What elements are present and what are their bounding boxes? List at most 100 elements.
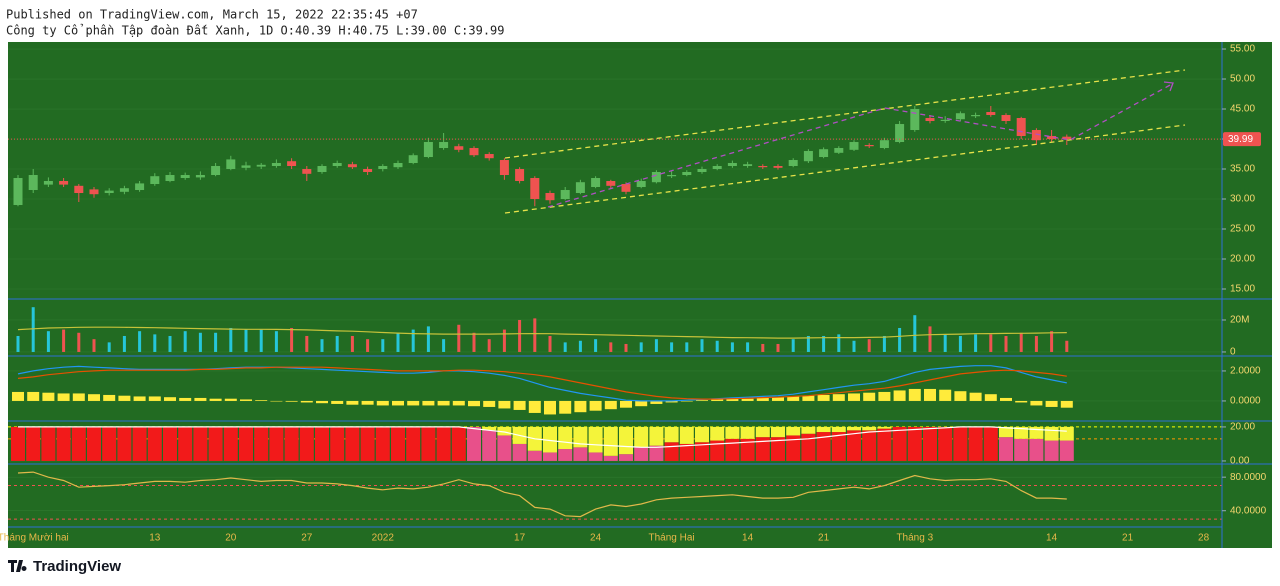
- bar: [544, 400, 556, 415]
- stack-segment: [391, 426, 405, 461]
- candle-body: [317, 166, 327, 173]
- bar: [229, 327, 233, 352]
- stack-segment: [132, 426, 147, 461]
- candle-body: [986, 112, 996, 116]
- candle-body: [287, 161, 297, 167]
- x-tick-label: 13: [149, 533, 161, 544]
- stack-segment: [254, 426, 269, 461]
- candle-body: [74, 185, 84, 194]
- stack-segment: [603, 455, 618, 461]
- brand-name: TradingView: [33, 558, 121, 575]
- stack-segment: [983, 426, 998, 461]
- bar: [118, 395, 131, 401]
- bar: [620, 400, 632, 408]
- bar: [908, 388, 921, 401]
- bar: [548, 335, 552, 352]
- bar: [974, 334, 978, 352]
- bar: [563, 342, 567, 352]
- bar: [46, 331, 50, 352]
- candle-body: [849, 142, 859, 150]
- bar: [62, 329, 66, 352]
- stack-segment: [619, 426, 633, 455]
- candle-body: [59, 181, 69, 185]
- stack-segment: [512, 443, 527, 461]
- bar: [224, 398, 237, 401]
- stack-segment: [56, 426, 71, 461]
- stack-segment: [26, 426, 41, 461]
- bar: [274, 331, 278, 352]
- chart-title: Công ty Cổ phần Tập đoàn Đất Xanh, 1D O:…: [6, 24, 505, 38]
- bar: [103, 394, 116, 401]
- bar: [893, 390, 906, 401]
- bar: [650, 400, 663, 404]
- stack-segment: [527, 450, 542, 461]
- stack-segment: [482, 430, 497, 461]
- stack-segment: [299, 426, 314, 461]
- bar: [305, 335, 309, 352]
- stack-segment: [862, 430, 877, 461]
- y-tick-label: 0: [1230, 347, 1236, 358]
- bar: [533, 318, 537, 352]
- stack-segment: [771, 437, 785, 461]
- stack-segment: [573, 447, 588, 461]
- bar: [27, 391, 40, 401]
- bar: [898, 327, 902, 352]
- candle-body: [499, 160, 509, 176]
- candle-body: [758, 166, 768, 168]
- y-tick-label: 2.0000: [1230, 366, 1261, 377]
- bar: [183, 331, 187, 352]
- candle-body: [195, 175, 205, 178]
- bar: [472, 332, 476, 352]
- candle-body: [773, 166, 783, 168]
- candle-body: [43, 181, 53, 185]
- bar: [300, 400, 313, 403]
- channel-upper: [504, 69, 1186, 159]
- bar: [984, 394, 997, 401]
- bar: [366, 339, 370, 352]
- stack-segment: [649, 426, 664, 446]
- bar: [1045, 400, 1058, 407]
- stack-segment: [436, 426, 451, 461]
- candle-body: [150, 176, 160, 185]
- stack-segment: [467, 426, 481, 461]
- y-tick-label: 25.00: [1230, 224, 1255, 235]
- bar: [487, 339, 491, 352]
- candle-body: [864, 145, 874, 147]
- candle-body: [545, 193, 555, 201]
- stack-segment: [1029, 426, 1044, 439]
- candle-body: [803, 151, 813, 162]
- bar: [270, 400, 283, 402]
- bar: [528, 400, 541, 413]
- bar: [209, 398, 222, 401]
- bar: [57, 393, 70, 401]
- stack-segment: [664, 426, 679, 443]
- stack-segment: [375, 426, 390, 461]
- candle-body: [484, 154, 494, 159]
- bar: [594, 339, 598, 352]
- bar: [969, 392, 982, 401]
- bar: [426, 326, 430, 352]
- candle-body: [712, 166, 722, 170]
- x-tick-label: 17: [514, 533, 526, 544]
- bar: [452, 400, 465, 406]
- bar: [761, 343, 765, 352]
- bar: [381, 339, 385, 352]
- stack-segment: [968, 426, 983, 461]
- candle-body: [256, 164, 266, 167]
- y-tick-label: 20.00: [1230, 422, 1255, 433]
- stack-segment: [634, 447, 649, 461]
- bar: [72, 393, 85, 401]
- candle-body: [439, 142, 449, 149]
- y-tick-label: 15.00: [1230, 284, 1255, 295]
- candle-body: [697, 169, 707, 173]
- y-tick-label: 20M: [1230, 315, 1249, 326]
- bar: [832, 394, 845, 401]
- bar: [1004, 335, 1008, 352]
- x-tick-label: Tháng 3: [896, 533, 933, 544]
- y-tick-label: 30.00: [1230, 194, 1255, 205]
- bar: [817, 394, 830, 401]
- candle-body: [1016, 118, 1026, 137]
- candle-body: [378, 166, 388, 170]
- bar: [848, 393, 860, 401]
